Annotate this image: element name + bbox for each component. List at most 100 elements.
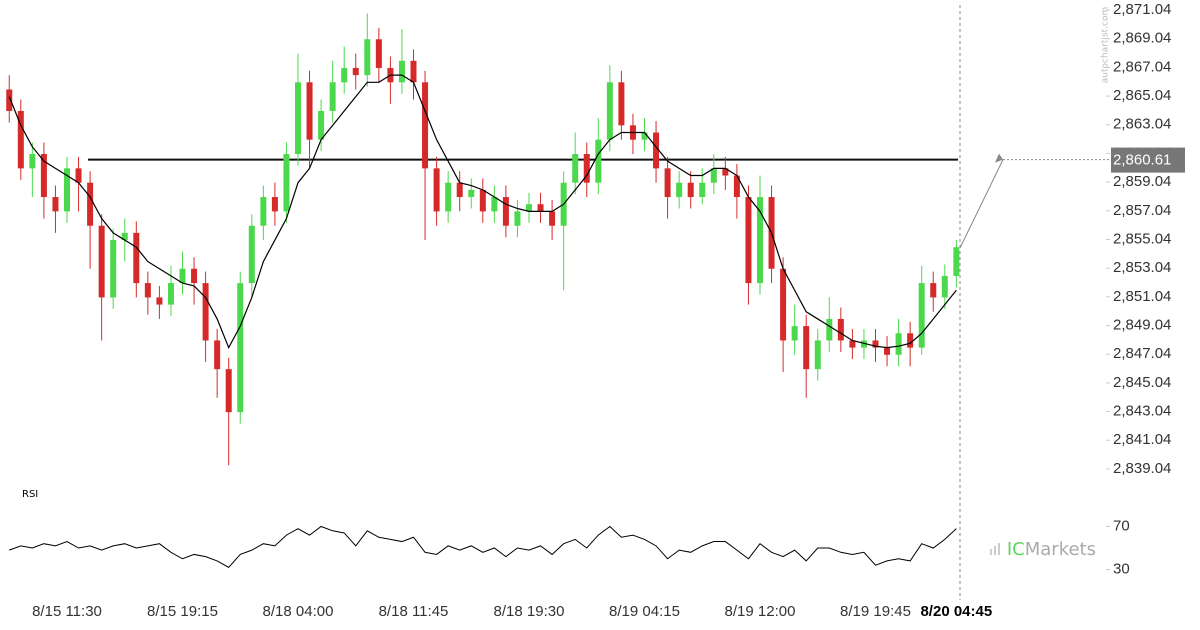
- candle-body: [445, 182, 452, 212]
- candle-body: [860, 340, 867, 348]
- x-tick-label: 8/19 12:00: [725, 603, 796, 620]
- candle-body: [502, 197, 509, 226]
- candle-body: [133, 232, 140, 284]
- candle-body: [306, 82, 313, 140]
- watermark: ICMarkets: [1007, 539, 1096, 560]
- candle-body: [375, 39, 382, 68]
- candle-body: [202, 283, 209, 341]
- candle-body: [710, 168, 717, 183]
- candle-body: [479, 189, 486, 212]
- y-tick-label: 2,871.04: [1113, 1, 1171, 18]
- level-label-box: [1111, 147, 1185, 173]
- candle-body: [225, 369, 232, 413]
- x-tick-label: 8/20 04:45: [920, 603, 992, 620]
- candle-body: [733, 175, 740, 198]
- candle-body: [641, 132, 648, 140]
- y-tick-label: 2,841.04: [1113, 431, 1171, 448]
- candle-body: [6, 89, 13, 111]
- candle-body: [664, 168, 671, 198]
- candle-body: [144, 283, 151, 298]
- candle-body: [364, 39, 371, 76]
- candle-body: [52, 197, 59, 212]
- candle-body: [884, 347, 891, 355]
- candle-body: [953, 247, 960, 276]
- candle-body: [75, 168, 82, 183]
- candle-body: [468, 189, 475, 198]
- credit: autochartist.com: [1101, 7, 1111, 83]
- candle-body: [526, 204, 532, 212]
- watermark-prefix: IC: [1007, 539, 1025, 560]
- candle-body: [941, 275, 948, 298]
- candle-body: [295, 82, 301, 155]
- candle-body: [618, 82, 625, 126]
- x-tick-label: 8/15 19:15: [147, 603, 218, 620]
- candle-body: [260, 197, 267, 226]
- level-label: 2,860.61: [1113, 152, 1171, 169]
- candle-body: [40, 154, 47, 198]
- candle-body: [422, 82, 429, 169]
- candle-body: [456, 182, 463, 198]
- candle-body: [98, 225, 105, 298]
- candle-body: [410, 60, 417, 83]
- x-tick-label: 8/18 19:30: [494, 603, 565, 620]
- moving-average: [8, 74, 957, 350]
- panel-title: RSI: [22, 489, 38, 500]
- y-tick-label: 2,867.04: [1113, 58, 1171, 75]
- candle-body: [110, 240, 117, 298]
- candle-body: [537, 204, 544, 212]
- candle-body: [433, 168, 440, 212]
- y-tick-label: 2,847.04: [1113, 345, 1171, 362]
- candle-body: [653, 132, 660, 169]
- candle-body: [803, 326, 810, 370]
- x-tick-label: 8/19 19:45: [840, 603, 911, 620]
- candle-body: [156, 297, 163, 305]
- y-tick-label: 2,857.04: [1113, 202, 1171, 219]
- candle-body: [583, 154, 590, 183]
- y-tick-label: 2,839.04: [1113, 460, 1171, 477]
- candle-body: [722, 168, 729, 176]
- y-tick-label: 2,863.04: [1113, 116, 1171, 133]
- candle-body: [271, 197, 278, 212]
- x-tick-label: 8/18 11:45: [379, 603, 449, 620]
- candle-body: [757, 197, 763, 284]
- candle-body: [121, 232, 128, 241]
- candle-body: [895, 333, 902, 355]
- y-tick-label: 2,865.04: [1113, 87, 1171, 104]
- x-tick-label: 8/15 11:30: [32, 603, 102, 620]
- candle-body: [549, 211, 556, 226]
- candle-body: [826, 318, 833, 341]
- candle-body: [849, 340, 856, 348]
- candle-body: [341, 67, 348, 83]
- candle-body: [572, 154, 579, 183]
- candle-body: [352, 67, 359, 76]
- candle-body: [606, 82, 613, 140]
- y-tick-label: 2,859.04: [1113, 173, 1171, 190]
- candle-body: [167, 283, 174, 305]
- y-tick-label: 2,845.04: [1113, 374, 1171, 391]
- candle-body: [398, 60, 405, 83]
- candle-body: [872, 340, 879, 348]
- y-tick-label: 30: [1113, 560, 1130, 577]
- candle-body: [780, 268, 787, 341]
- projection-arrow: [959, 159, 1004, 248]
- candle-body: [814, 340, 821, 370]
- candle-body: [17, 110, 24, 169]
- candle-body: [248, 225, 255, 284]
- candle-body: [191, 268, 198, 284]
- candle-body: [745, 197, 752, 284]
- candle-body: [214, 340, 221, 370]
- projection-arrowhead: [995, 153, 1003, 163]
- candle-body: [237, 283, 244, 413]
- watermark-bars: [990, 543, 1000, 555]
- y-tick-label: 2,869.04: [1113, 30, 1171, 47]
- candle-body: [87, 182, 94, 226]
- candle-body: [791, 326, 798, 341]
- candle-body: [491, 197, 498, 212]
- candle-body: [329, 82, 336, 111]
- candle-body: [179, 268, 186, 284]
- candle-body: [907, 333, 914, 348]
- y-tick-label: 2,851.04: [1113, 288, 1171, 305]
- watermark-suffix: Markets: [1025, 539, 1096, 560]
